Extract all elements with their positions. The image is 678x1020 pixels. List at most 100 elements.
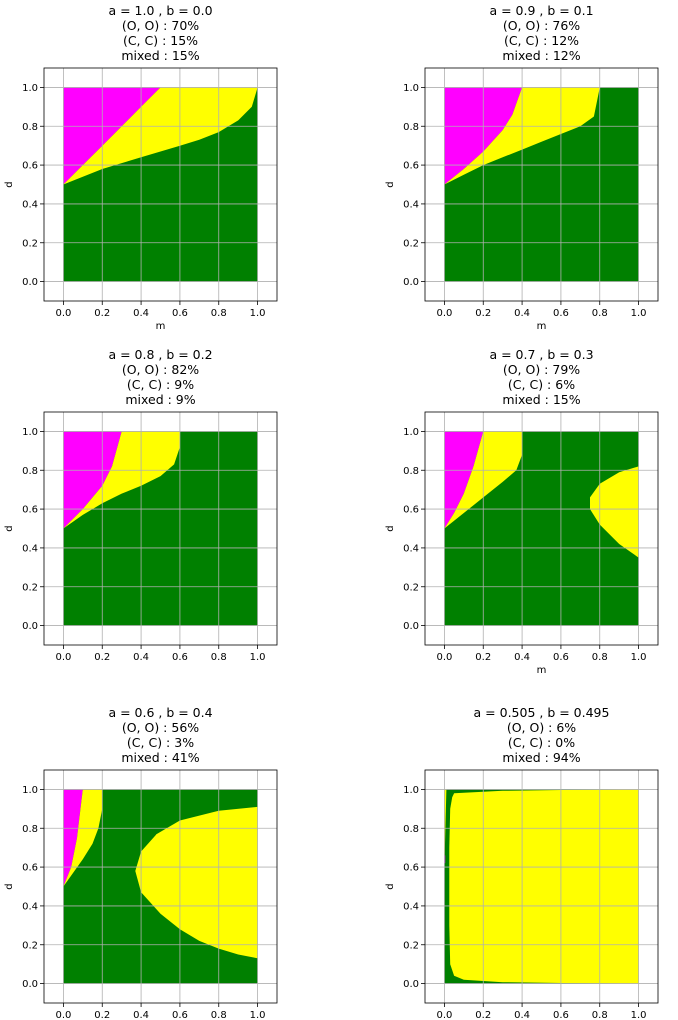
axes-frame: [424, 769, 659, 1004]
x-tick-label: 0.2: [475, 1010, 491, 1020]
y-axis-label: d: [385, 883, 396, 889]
x-tick-label: 0.8: [211, 1010, 227, 1020]
y-axis-label: d: [4, 181, 15, 187]
x-tick-label: 0.4: [133, 1010, 149, 1020]
x-tick-label: 1.0: [631, 308, 647, 319]
x-tick-label: 1.0: [631, 1010, 647, 1020]
y-axis-label: d: [385, 525, 396, 531]
axes-frame: [424, 67, 659, 302]
region-c-c: [444, 431, 484, 529]
chart-title-line-4: mixed : 94%: [502, 750, 580, 765]
region-mixed: [63, 431, 180, 529]
region-c-c: [63, 789, 83, 887]
chart-panel-3: 0.0 0.2 0.4 0.6 0.8 1.0 0.0 0.2 0.4 0.6 0.8 1.0 d a =…: [4, 347, 278, 663]
y-tick-label: 0.8: [22, 122, 38, 133]
y-tick-label: 0.0: [403, 979, 419, 990]
y-tick-label: 1.0: [22, 83, 38, 94]
x-tick-label: 0.2: [94, 308, 110, 319]
y-tick-label: 0.4: [403, 199, 419, 210]
y-tick-label: 0.2: [403, 940, 419, 951]
axes-frame: [43, 411, 278, 646]
y-tick-label: 0.6: [22, 161, 38, 172]
y-tick-label: 0.2: [22, 238, 38, 249]
chart-panel-5: 0.0 0.2 0.4 0.6 0.8 1.0 0.0 0.2 0.4 0.6 0.8 1.0 d a =…: [4, 705, 278, 1020]
x-tick-label: 0.8: [592, 308, 608, 319]
x-tick-label: 0.4: [514, 1010, 530, 1020]
chart-title-line-1: a = 0.7 , b = 0.3: [489, 347, 593, 362]
chart-title-line-2: (O, O) : 79%: [503, 362, 580, 377]
region-mixed: [590, 466, 639, 558]
chart-title-line-3: (C, C) : 6%: [508, 377, 575, 392]
chart-title-line-2: (O, O) : 82%: [122, 362, 199, 377]
region-c-c: [63, 431, 122, 529]
y-tick-label: 1.0: [22, 427, 38, 438]
y-tick-label: 0.0: [403, 621, 419, 632]
y-axis-label: d: [4, 883, 15, 889]
y-tick-label: 0.0: [22, 621, 38, 632]
y-tick-label: 0.4: [403, 543, 419, 554]
y-tick-label: 0.6: [22, 863, 38, 874]
x-axis-label: m: [537, 321, 547, 332]
chart-title-line-4: mixed : 15%: [121, 48, 199, 63]
axes-frame: [43, 67, 278, 302]
y-tick-label: 0.6: [22, 505, 38, 516]
x-tick-label: 1.0: [631, 652, 647, 663]
chart-title-line-1: a = 0.9 , b = 0.1: [489, 3, 593, 18]
x-tick-label: 0.4: [133, 308, 149, 319]
region-mixed: [63, 789, 103, 887]
x-tick-label: 0.4: [133, 652, 149, 663]
x-tick-label: 0.0: [436, 1010, 452, 1020]
x-tick-label: 0.8: [592, 1010, 608, 1020]
chart-title-line-3: (C, C) : 12%: [504, 33, 579, 48]
chart-title-line-4: mixed : 15%: [502, 392, 580, 407]
chart-title-line-2: (O, O) : 6%: [507, 720, 576, 735]
y-tick-label: 0.8: [22, 466, 38, 477]
chart-title-line-1: a = 0.8 , b = 0.2: [108, 347, 212, 362]
y-tick-label: 0.0: [22, 979, 38, 990]
region-mixed: [449, 789, 639, 984]
y-tick-label: 0.8: [22, 824, 38, 835]
y-tick-label: 0.8: [403, 122, 419, 133]
y-tick-label: 0.6: [403, 161, 419, 172]
x-tick-label: 1.0: [250, 652, 266, 663]
axes-frame: [424, 411, 659, 646]
y-tick-label: 1.0: [403, 83, 419, 94]
y-tick-label: 0.4: [403, 901, 419, 912]
x-tick-label: 0.2: [94, 1010, 110, 1020]
x-tick-label: 0.2: [94, 652, 110, 663]
x-tick-label: 0.6: [172, 1010, 188, 1020]
chart-title-line-3: (C, C) : 15%: [123, 33, 198, 48]
y-tick-label: 0.2: [22, 940, 38, 951]
x-tick-label: 0.0: [55, 308, 71, 319]
chart-title-line-2: (O, O) : 76%: [503, 18, 580, 33]
chart-title-line-2: (O, O) : 70%: [122, 18, 199, 33]
y-tick-label: 0.4: [22, 199, 38, 210]
y-tick-label: 0.2: [403, 582, 419, 593]
x-tick-label: 1.0: [250, 308, 266, 319]
x-tick-label: 0.6: [553, 308, 569, 319]
y-tick-label: 0.8: [403, 466, 419, 477]
y-tick-label: 1.0: [403, 427, 419, 438]
x-tick-label: 0.4: [514, 308, 530, 319]
axes-frame: [43, 769, 278, 1004]
x-tick-label: 0.8: [211, 652, 227, 663]
chart-panel-4: 0.0 0.2 0.4 0.6 0.8 1.0 0.0 0.2 0.4 0.6 0.8 1.0 m d a …: [385, 347, 659, 676]
x-tick-label: 0.6: [553, 652, 569, 663]
x-tick-label: 0.6: [172, 308, 188, 319]
chart-title-line-1: a = 0.6 , b = 0.4: [108, 705, 212, 720]
region-c-c: [63, 87, 161, 185]
y-tick-label: 0.4: [22, 901, 38, 912]
chart-panel-2: 0.0 0.2 0.4 0.6 0.8 1.0 0.0 0.2 0.4 0.6 0.8 1.0 m d a …: [385, 3, 659, 332]
chart-title-line-4: mixed : 12%: [502, 48, 580, 63]
chart-title-line-1: a = 1.0 , b = 0.0: [108, 3, 212, 18]
x-tick-label: 0.2: [475, 308, 491, 319]
y-tick-label: 0.2: [403, 238, 419, 249]
x-tick-label: 0.6: [553, 1010, 569, 1020]
y-tick-label: 1.0: [403, 785, 419, 796]
x-tick-label: 0.0: [55, 652, 71, 663]
chart-title-line-4: mixed : 9%: [125, 392, 195, 407]
x-tick-label: 0.2: [475, 652, 491, 663]
chart-title-line-2: (O, O) : 56%: [122, 720, 199, 735]
region-mixed: [63, 87, 258, 185]
